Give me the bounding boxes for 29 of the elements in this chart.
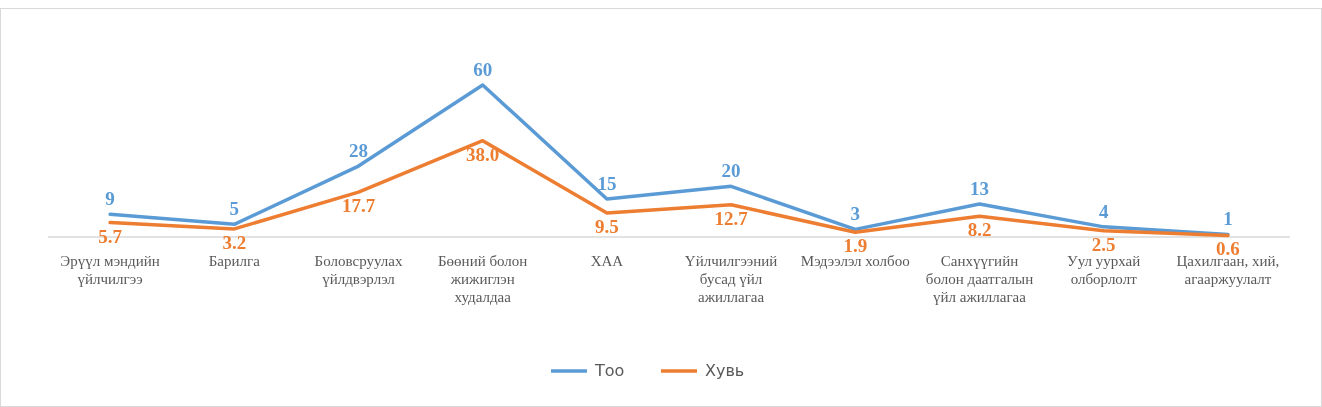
data-label: 15	[597, 173, 617, 194]
data-label: 12.7	[714, 207, 749, 229]
data-label: 28	[349, 140, 368, 162]
data-label: 0.6	[1216, 238, 1240, 260]
data-label: 20	[721, 160, 741, 182]
data-label: 13	[970, 178, 989, 200]
x-tick-label: Үйлчилгээний бусад үйл ажиллагаа	[684, 253, 778, 305]
x-tick-label: ХАА	[590, 253, 624, 269]
data-label: 1	[1223, 208, 1233, 230]
legend-label: Тоо	[594, 361, 625, 380]
legend-label: Хувь	[705, 361, 745, 380]
data-label: 5	[229, 198, 240, 220]
data-label: 17.7	[341, 195, 376, 217]
data-label: 60	[473, 59, 493, 80]
x-tick-label: Барилга	[208, 253, 261, 269]
x-tick-label: Санхүүгийн болон даатгалын үйл ажиллагаа	[925, 253, 1034, 305]
x-tick-label: Бөөний болон жижиглэн худалдаа	[438, 253, 528, 305]
data-label: 3	[850, 203, 861, 225]
x-tick-label: Эрүүл мэндийн үйлчилгээ	[60, 253, 160, 287]
data-label: 2.5	[1091, 233, 1116, 255]
data-label: 4	[1098, 200, 1109, 222]
data-label: 8.2	[967, 219, 992, 241]
data-label: 9	[105, 188, 115, 210]
data-label: 38.0	[466, 143, 500, 165]
data-label: 9.5	[595, 215, 619, 237]
data-label: 3.2	[222, 231, 247, 253]
data-label: 5.7	[98, 225, 123, 247]
x-tick-label: Боловсруулах үйлдвэрлэл	[314, 253, 403, 287]
x-tick-label: Уул уурхай олборлолт	[1067, 253, 1141, 287]
